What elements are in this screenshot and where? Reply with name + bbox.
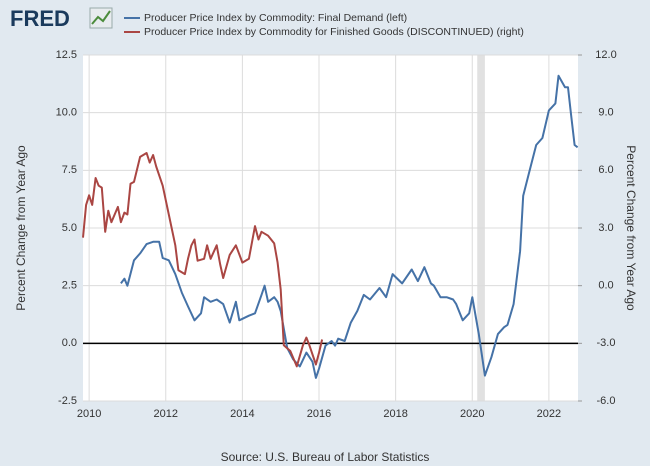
x-tick-label: 2022 (537, 408, 561, 420)
y2-tick-label: 6.0 (598, 164, 613, 176)
y-tick-label: 5.0 (62, 222, 77, 234)
x-tick-label: 2012 (154, 408, 178, 420)
y-tick-label: 12.5 (56, 49, 77, 61)
legend-label: Producer Price Index by Commodity for Fi… (144, 26, 524, 38)
y-axis-label: Percent Change from Year Ago (14, 145, 28, 311)
y2-axis-label: Percent Change from Year Ago (624, 145, 638, 311)
y-tick-label: 10.0 (56, 107, 77, 119)
y2-tick-label: 9.0 (598, 107, 613, 119)
x-tick-label: 2020 (460, 408, 484, 420)
logo-icon-line (91, 10, 111, 25)
x-tick-label: 2018 (383, 408, 407, 420)
y2-tick-label: -3.0 (597, 337, 616, 349)
legend-label: Producer Price Index by Commodity: Final… (144, 12, 407, 24)
y-tick-label: 0.0 (62, 337, 77, 349)
logo-icon (89, 7, 113, 29)
x-tick-label: 2016 (307, 408, 331, 420)
y-tick-label: 2.5 (62, 280, 77, 292)
series-line (82, 152, 324, 368)
y2-tick-label: 3.0 (598, 222, 613, 234)
series-line (120, 74, 579, 379)
x-tick-label: 2010 (77, 408, 101, 420)
y2-tick-label: 12.0 (595, 49, 616, 61)
logo: FRED (10, 6, 70, 31)
source: Source: U.S. Bureau of Labor Statistics (221, 450, 430, 464)
y2-tick-label: 0.0 (598, 280, 613, 292)
x-tick-label: 2014 (230, 408, 254, 420)
y2-tick-label: -6.0 (597, 395, 616, 407)
y-tick-label: -2.5 (58, 395, 77, 407)
y-tick-label: 7.5 (62, 164, 77, 176)
